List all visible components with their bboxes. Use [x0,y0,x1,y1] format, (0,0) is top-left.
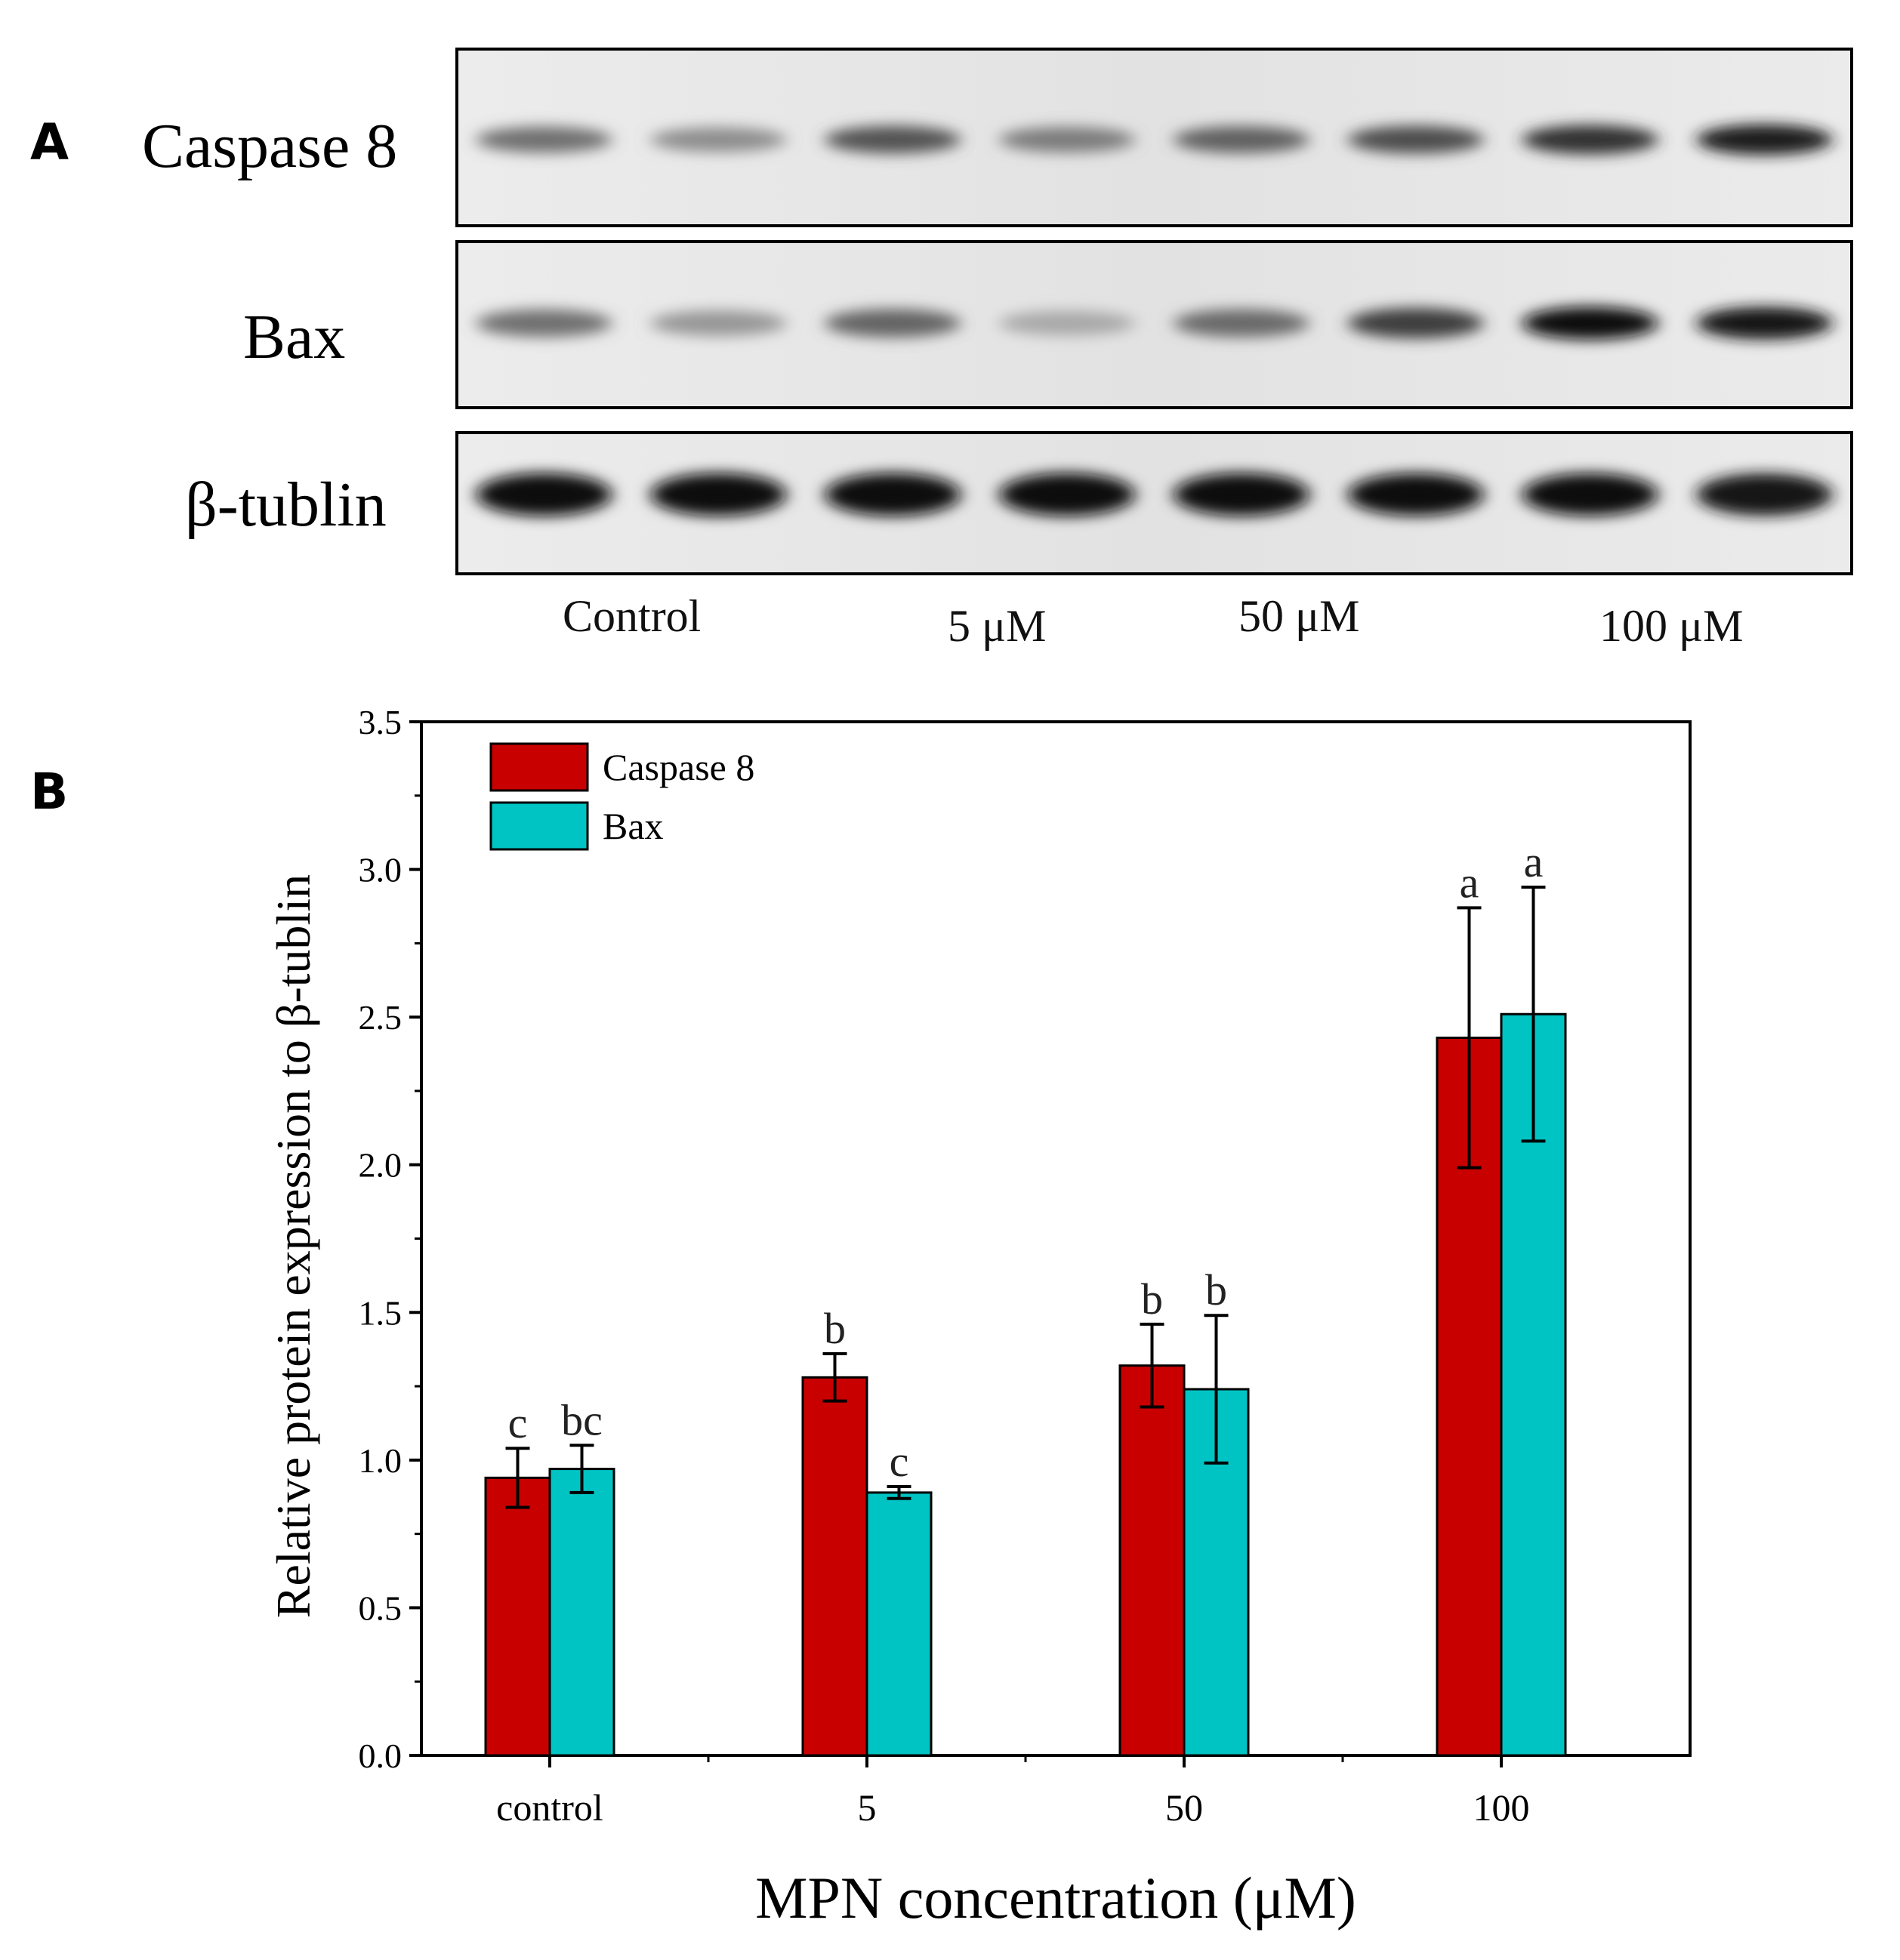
significance-label: b [1205,1265,1227,1314]
blot-band [1173,473,1309,516]
y-tick-label: 3.5 [359,703,403,741]
legend-swatch-caspase-8 [489,742,589,792]
lane-label-5um: 5 μM [948,601,1047,651]
blot-band [825,473,961,516]
y-tick-label: 1.0 [359,1441,403,1480]
bar-caspase-8-5 [801,1376,868,1757]
blot-band [999,473,1136,516]
y-tick-label: 2.0 [359,1146,403,1185]
y-tick-label: 0.5 [359,1589,403,1627]
y-axis-label: Relative protein expression to β-tublin [267,874,320,1618]
significance-label: a [1460,858,1479,907]
significance-label: bc [561,1395,603,1444]
blot-band [1522,125,1658,155]
blot-band [1522,307,1658,340]
blot-band [476,126,612,153]
blot-band [999,310,1136,336]
x-tick-label: control [496,1786,603,1829]
blot-band [650,473,787,516]
significance-label: c [890,1437,909,1486]
legend-swatch-bax [489,801,589,851]
panel-b-label: B [30,763,69,821]
lane-label-100um: 100 μM [1599,601,1744,651]
x-tick-label: 50 [1165,1786,1203,1829]
x-axis-label: MPN concentration (μM) [755,1865,1356,1931]
significance-label: b [1141,1274,1163,1324]
blot-band [476,473,612,516]
blot-band [999,126,1136,153]
bar-bax-5 [865,1491,933,1757]
lane-label-50um: 50 μM [1238,591,1360,641]
blot-band [1696,307,1833,340]
western-blot-panel [455,48,1853,575]
blot-label-bax: Bax [243,302,346,372]
significance-label: c [508,1398,528,1447]
blot-band [650,310,787,337]
blot-band [1347,125,1484,154]
legend-label: Caspase 8 [603,746,754,788]
blot-band [476,309,612,337]
blot-band [1173,125,1309,154]
x-tick-label: 5 [858,1786,877,1829]
y-tick-label: 2.5 [359,998,403,1037]
significance-label: a [1524,837,1544,886]
blot-band [825,309,961,337]
legend-label: Bax [603,805,664,847]
bar-caspase-8-50 [1118,1364,1186,1757]
x-tick-label: 100 [1473,1786,1530,1829]
blot-band [1696,473,1833,516]
y-tick-label: 0.0 [359,1737,403,1775]
blot-band [1347,473,1484,516]
blot-band [1522,473,1658,516]
blot-band [650,127,787,153]
panel-a-label: A [30,113,69,171]
bar-bax-control [548,1468,615,1757]
significance-label: b [824,1304,846,1353]
y-tick-label: 3.0 [359,851,403,889]
bar-caspase-8-control [484,1476,551,1757]
blot-band [1347,307,1484,339]
y-tick-label: 1.5 [359,1293,403,1332]
blot-band [825,125,961,154]
blot-band [1173,309,1309,337]
blot-label-beta-tublin: β-tublin [185,470,387,540]
blot-label-caspase8: Caspase 8 [142,111,398,181]
lane-label-control: Control [563,591,702,641]
blot-band [1696,124,1833,156]
